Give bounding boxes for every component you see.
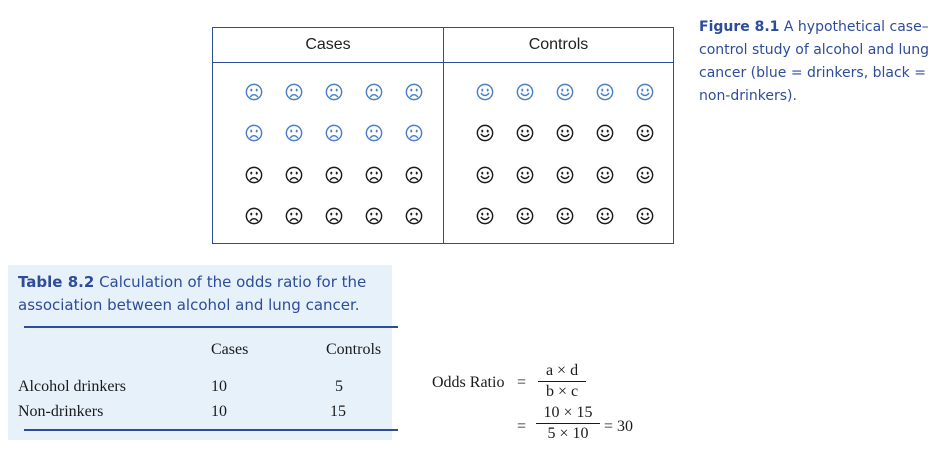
smiley-face-icon — [585, 196, 625, 238]
frowny-face-icon — [394, 154, 434, 196]
smiley-face-icon — [545, 71, 585, 113]
fraction-2-bar — [536, 423, 600, 425]
frowny-face-icon — [354, 154, 394, 196]
fraction-1-denominator: b × c — [545, 383, 579, 401]
controls-face-grid — [444, 63, 673, 237]
frowny-face-icon — [354, 196, 394, 238]
frowny-face-icon — [234, 196, 274, 238]
figure-caption-text: A hypothetical case–control study of alc… — [699, 19, 930, 104]
row-label-nondrinkers: Non-drinkers — [18, 403, 104, 420]
figure-caption: Figure 8.1 A hypothetical case–control s… — [699, 16, 939, 108]
header-cases: Cases — [211, 341, 249, 358]
table-bottom-rule — [24, 429, 398, 431]
table-top-rule — [24, 326, 398, 328]
figure-caption-label: Figure 8.1 — [699, 19, 780, 35]
fraction-2: 10 × 15 5 × 10 — [536, 404, 600, 443]
smiley-face-icon — [505, 154, 545, 196]
cases-face-grid — [213, 63, 443, 237]
frowny-face-icon — [314, 154, 354, 196]
cell-drinkers-controls: 5 — [335, 378, 343, 395]
smiley-face-icon — [625, 113, 665, 155]
smiley-face-icon — [505, 113, 545, 155]
table-8-2: Table 8.2 Calculation of the odds ratio … — [8, 265, 398, 440]
odds-ratio-result: = 30 — [604, 418, 634, 435]
fraction-2-denominator: 5 × 10 — [547, 425, 589, 443]
frowny-face-icon — [234, 113, 274, 155]
smiley-face-icon — [505, 196, 545, 238]
smiley-face-icon — [585, 71, 625, 113]
frowny-face-icon — [234, 71, 274, 113]
row-label-drinkers: Alcohol drinkers — [18, 378, 126, 395]
cell-nondrinkers-controls: 15 — [330, 403, 346, 420]
fraction-1: a × d b × c — [538, 362, 586, 401]
smiley-face-icon — [545, 196, 585, 238]
frowny-face-icon — [274, 71, 314, 113]
figure-8-1: Cases Controls — [212, 27, 674, 244]
fraction-1-numerator: a × d — [545, 362, 579, 379]
smiley-face-icon — [625, 71, 665, 113]
equals-sign-2: = — [517, 418, 527, 435]
smiley-face-icon — [545, 154, 585, 196]
header-controls: Controls — [326, 341, 382, 358]
controls-column: Controls — [444, 28, 673, 243]
smiley-face-icon — [465, 113, 505, 155]
odds-ratio-label: Odds Ratio — [432, 374, 505, 391]
fraction-2-numerator: 10 × 15 — [543, 404, 593, 421]
frowny-face-icon — [274, 196, 314, 238]
frowny-face-icon — [394, 196, 434, 238]
table-title: Table 8.2 Calculation of the odds ratio … — [18, 271, 398, 317]
smiley-face-icon — [625, 196, 665, 238]
table-title-text: Calculation of the odds ratio for the as… — [18, 273, 367, 314]
smiley-face-icon — [505, 71, 545, 113]
cell-drinkers-cases: 10 — [211, 378, 227, 395]
frowny-face-icon — [394, 71, 434, 113]
frowny-face-icon — [314, 196, 354, 238]
frowny-face-icon — [354, 71, 394, 113]
frowny-face-icon — [274, 113, 314, 155]
cases-column: Cases — [213, 28, 444, 243]
smiley-face-icon — [625, 154, 665, 196]
frowny-face-icon — [314, 113, 354, 155]
smiley-face-icon — [465, 71, 505, 113]
smiley-face-icon — [585, 154, 625, 196]
smiley-face-icon — [585, 113, 625, 155]
smiley-face-icon — [465, 196, 505, 238]
smiley-face-icon — [465, 154, 505, 196]
fraction-1-bar — [538, 381, 586, 383]
table-title-label: Table 8.2 — [18, 273, 95, 291]
frowny-face-icon — [354, 113, 394, 155]
frowny-face-icon — [234, 154, 274, 196]
equals-sign-1: = — [517, 374, 527, 391]
frowny-face-icon — [394, 113, 434, 155]
controls-header: Controls — [444, 28, 673, 63]
smiley-face-icon — [545, 113, 585, 155]
frowny-face-icon — [314, 71, 354, 113]
cell-nondrinkers-cases: 10 — [211, 403, 227, 420]
frowny-face-icon — [274, 154, 314, 196]
cases-header: Cases — [213, 28, 443, 63]
